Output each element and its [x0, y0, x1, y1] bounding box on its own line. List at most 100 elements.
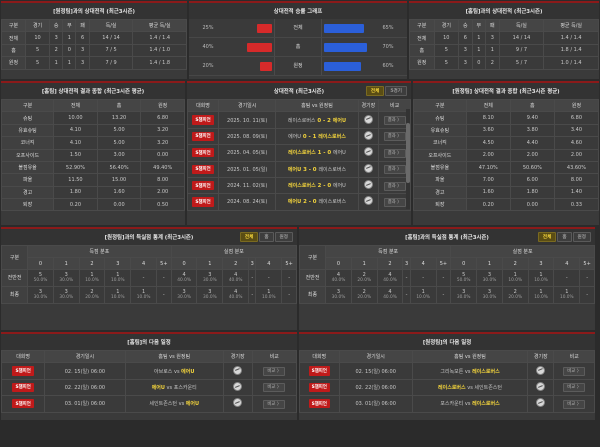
compare-cell[interactable]: 비교 〉: [251, 395, 297, 413]
group-header-row: 구분 득점 분포 실점 분포: [1, 244, 297, 270]
right-percent-label: 65%: [382, 25, 394, 31]
dist-percent: 30.0%: [331, 295, 346, 301]
dist-percent: 10.0%: [110, 295, 125, 301]
stadium-cell: [527, 395, 555, 413]
dist-count: -: [251, 274, 254, 281]
dist-percent: 10.0%: [110, 278, 125, 284]
bucket-header: 4: [130, 257, 157, 270]
compare-cell[interactable]: 비교 〉: [251, 362, 297, 380]
compare-link[interactable]: 비교 〉: [563, 399, 586, 409]
competition-cell: S챔피언: [187, 127, 219, 146]
away-stats-table: 구분 전체 홈 원정 슈팅 8.10 9.40 6.80 유효슈팅 3.60 3.80 3.40 코너…: [413, 98, 599, 212]
compare-cell[interactable]: 결과 〉: [378, 193, 411, 211]
compare-link[interactable]: 비교 〉: [263, 367, 286, 377]
panel-title: [홈팀]의 다음 일정: [1, 334, 297, 350]
compare-cell[interactable]: 결과 〉: [378, 127, 411, 146]
compare-link[interactable]: 비교 〉: [263, 383, 286, 393]
bucket-header: 5+: [155, 257, 172, 270]
toggle-전체[interactable]: 전체: [365, 86, 385, 96]
result-link[interactable]: 결과 〉: [383, 148, 406, 158]
right-percent-label: 60%: [382, 63, 394, 69]
result-link[interactable]: 결과 〉: [383, 132, 406, 142]
data-cell: 3.20: [140, 136, 185, 150]
dist-cell: 4 40.0%: [376, 268, 404, 287]
table-row: S챔피언 02. 22(일) 06:00 레이스로버스 vs 세인트존스턴 비교 〉: [299, 378, 595, 397]
compare-link[interactable]: 비교 〉: [263, 399, 286, 409]
data-cell: 3.60: [465, 123, 511, 138]
panel-title: [원정팀]과의 상대전적 (최근3시즌): [1, 3, 187, 19]
row-label: 슈팅: [1, 111, 55, 125]
toggle-원정[interactable]: 원정: [274, 232, 293, 242]
right-bar-track: [322, 23, 369, 33]
data-cell: 7.00: [465, 173, 511, 187]
compare-link[interactable]: 비교 〉: [563, 383, 586, 393]
data-cell: 14 / 14: [88, 31, 134, 45]
competition-cell: S챔피언: [299, 395, 340, 413]
table-header-row: 구분 경기 승 무 패 득/실 평균 득/실: [409, 18, 599, 33]
table-row: 퇴장 0.20 0.00 0.33: [413, 197, 599, 212]
column-header: 홈: [96, 98, 142, 113]
dist-count: 1: [539, 288, 543, 295]
compare-cell[interactable]: 비교 〉: [553, 395, 595, 413]
compare-cell[interactable]: 비교 〉: [553, 378, 595, 397]
compare-link[interactable]: 비교 〉: [563, 367, 586, 377]
match-date: 2025. 04. 05(토): [217, 144, 277, 162]
toggle-전체[interactable]: 전체: [537, 232, 557, 242]
row-label: 파울: [413, 173, 467, 187]
chart-row-label: 전체: [274, 19, 322, 37]
dist-count: 1: [267, 288, 271, 295]
panel-title: [홈팀]과의 상대전적 (최근3시즌): [409, 3, 599, 19]
toggle-원정[interactable]: 원정: [572, 232, 591, 242]
home-team-name: 세인트존스턴: [149, 401, 178, 408]
data-cell: 8.00: [553, 173, 599, 187]
row-label: 전체: [409, 31, 435, 45]
table-row: 퇴장 0.20 0.00 0.50: [1, 197, 185, 212]
history-scroll-thumb[interactable]: [406, 123, 410, 183]
row-label: 전반전: [299, 268, 327, 287]
left-percent-label: 25%: [202, 25, 214, 31]
data-cell: 50.60%: [509, 160, 555, 175]
data-cell: 4.10: [53, 136, 98, 150]
toggle-전체[interactable]: 전체: [239, 232, 259, 242]
table-row: S챔피언 2025. 04. 05(토) 레이스로버스 1 - 0 에어U 결과 〉: [187, 144, 411, 162]
data-cell: 0.00: [509, 197, 555, 212]
toggle-5경기[interactable]: 5경기: [385, 86, 407, 96]
dist-count: 3: [462, 288, 466, 295]
compare-cell[interactable]: 비교 〉: [251, 378, 297, 397]
dist-count: 3: [64, 271, 68, 278]
compare-cell[interactable]: 결과 〉: [378, 111, 411, 129]
compare-cell[interactable]: 결과 〉: [378, 160, 411, 178]
result-link[interactable]: 결과 〉: [383, 181, 406, 191]
stadium-cell: [222, 395, 253, 413]
history-scrollbar[interactable]: [406, 109, 410, 209]
table-header-row: 대회명 경기일시 홈팀 vs 원정팀 경기장 비교: [187, 98, 411, 113]
table-row: 파울 7.00 6.00 8.00: [413, 173, 599, 187]
data-cell: 1.4 / 1.4: [132, 31, 187, 45]
away-team-name: 에어U: [332, 183, 346, 190]
result-link[interactable]: 결과 〉: [383, 116, 406, 126]
panel-away-goal-distribution: [원정팀]과의 득실점 통계 (최근3시즌) 전체 홈 원정 구분 득점 분포 실점 분…: [1, 227, 297, 330]
column-header: 무: [62, 18, 77, 33]
dist-cell: -: [402, 285, 411, 304]
vs-separator: vs: [164, 384, 174, 391]
dist-cell: -: [409, 268, 437, 287]
history-filter-toggles[interactable]: 전체 5경기: [365, 86, 407, 96]
dist-cell: -: [255, 268, 283, 287]
panel-away-next-fixtures: [원정팀]의 다음 일정 대회명 경기일시 홈팀 vs 원정팀 경기장 비교 S챔피언 0…: [299, 332, 595, 420]
result-link[interactable]: 결과 〉: [383, 197, 406, 207]
result-link[interactable]: 결과 〉: [383, 165, 406, 175]
compare-cell[interactable]: 비교 〉: [553, 362, 595, 380]
column-header: 홈팀 vs 원정팀: [411, 349, 529, 364]
toggle-홈[interactable]: 홈: [259, 232, 274, 242]
competition-cell: S챔피언: [299, 362, 340, 380]
chart-row-label: 홈: [274, 38, 322, 56]
dist-percent: 30.0%: [482, 278, 497, 284]
panel-home-stats-summary: [홈팀] 상대전적 결과 종합 (최근3시즌 평균) 구분 전체 홈 원정 슈팅 10.…: [1, 81, 185, 225]
goal-filter-toggles[interactable]: 전체 홈 원정: [239, 232, 293, 242]
toggle-홈[interactable]: 홈: [557, 232, 572, 242]
goal-filter-toggles[interactable]: 전체 홈 원정: [537, 232, 591, 242]
dist-count: 3: [38, 288, 43, 295]
row-label: 원정: [409, 56, 435, 70]
dist-count: -: [405, 274, 408, 281]
